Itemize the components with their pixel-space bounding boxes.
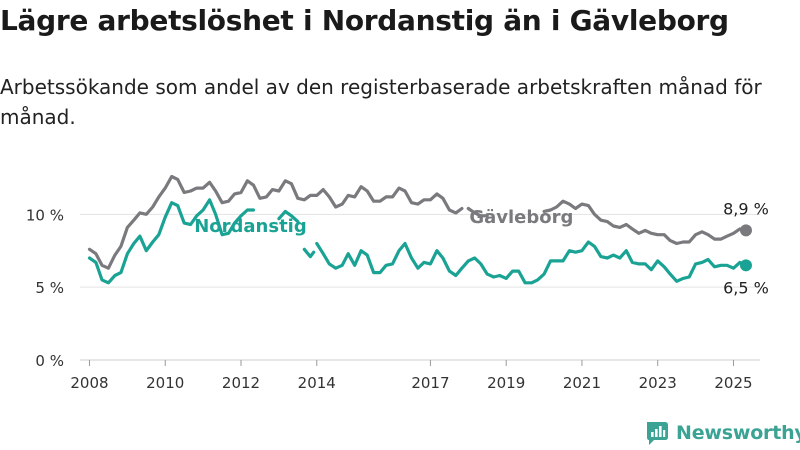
x-tick-label: 2021 xyxy=(563,374,601,392)
newsworthy-logo-icon xyxy=(647,422,668,445)
x-tick-label: 2019 xyxy=(487,374,525,392)
series-line-nordanstig xyxy=(87,198,256,285)
chart-title: Lägre arbetslöshet i Nordanstig än i Gäv… xyxy=(0,4,729,37)
series-end-value-label: 6,5 % xyxy=(723,278,769,297)
x-tick-label: 2010 xyxy=(146,374,184,392)
axes: 0 % 5 % 10 % 2008 2010 2012 2014 2017 2019 2021 20… xyxy=(26,206,753,392)
series-end-dot xyxy=(739,259,752,272)
series-line-gvleborg xyxy=(542,199,748,246)
chart-subtitle: Arbetssökande som andel av den registerb… xyxy=(0,75,762,129)
x-tick-label: 2012 xyxy=(222,374,260,392)
y-tick-label: 0 % xyxy=(35,352,64,370)
newsworthy-logo: Newsworthy xyxy=(644,419,800,447)
x-tick-label: 2025 xyxy=(714,374,752,392)
series-labels: 8,9 % 6,5 % Gävleborg Nordanstig xyxy=(194,199,769,297)
brand-name: Newsworthy xyxy=(676,422,800,444)
x-tick-label: 2023 xyxy=(639,374,677,392)
series-line-gvleborg xyxy=(87,174,464,270)
y-tick-label: 5 % xyxy=(35,279,64,297)
series-lines xyxy=(87,174,752,285)
series-end-dot xyxy=(739,224,752,237)
grid-lines xyxy=(80,213,760,361)
x-tick-label: 2008 xyxy=(70,374,108,392)
series-line-nordanstig xyxy=(302,247,316,259)
y-tick-label: 10 % xyxy=(26,206,64,224)
series-line-nordanstig xyxy=(315,240,748,285)
series-line-gvleborg xyxy=(466,206,489,218)
x-tick-label: 2014 xyxy=(298,374,336,392)
series-name-label: Nordanstig xyxy=(194,216,307,237)
series-name-label: Gävleborg xyxy=(469,207,573,228)
series-line-nordanstig xyxy=(277,209,300,224)
series-end-value-label: 8,9 % xyxy=(723,199,769,218)
x-tick-label: 2017 xyxy=(411,374,449,392)
